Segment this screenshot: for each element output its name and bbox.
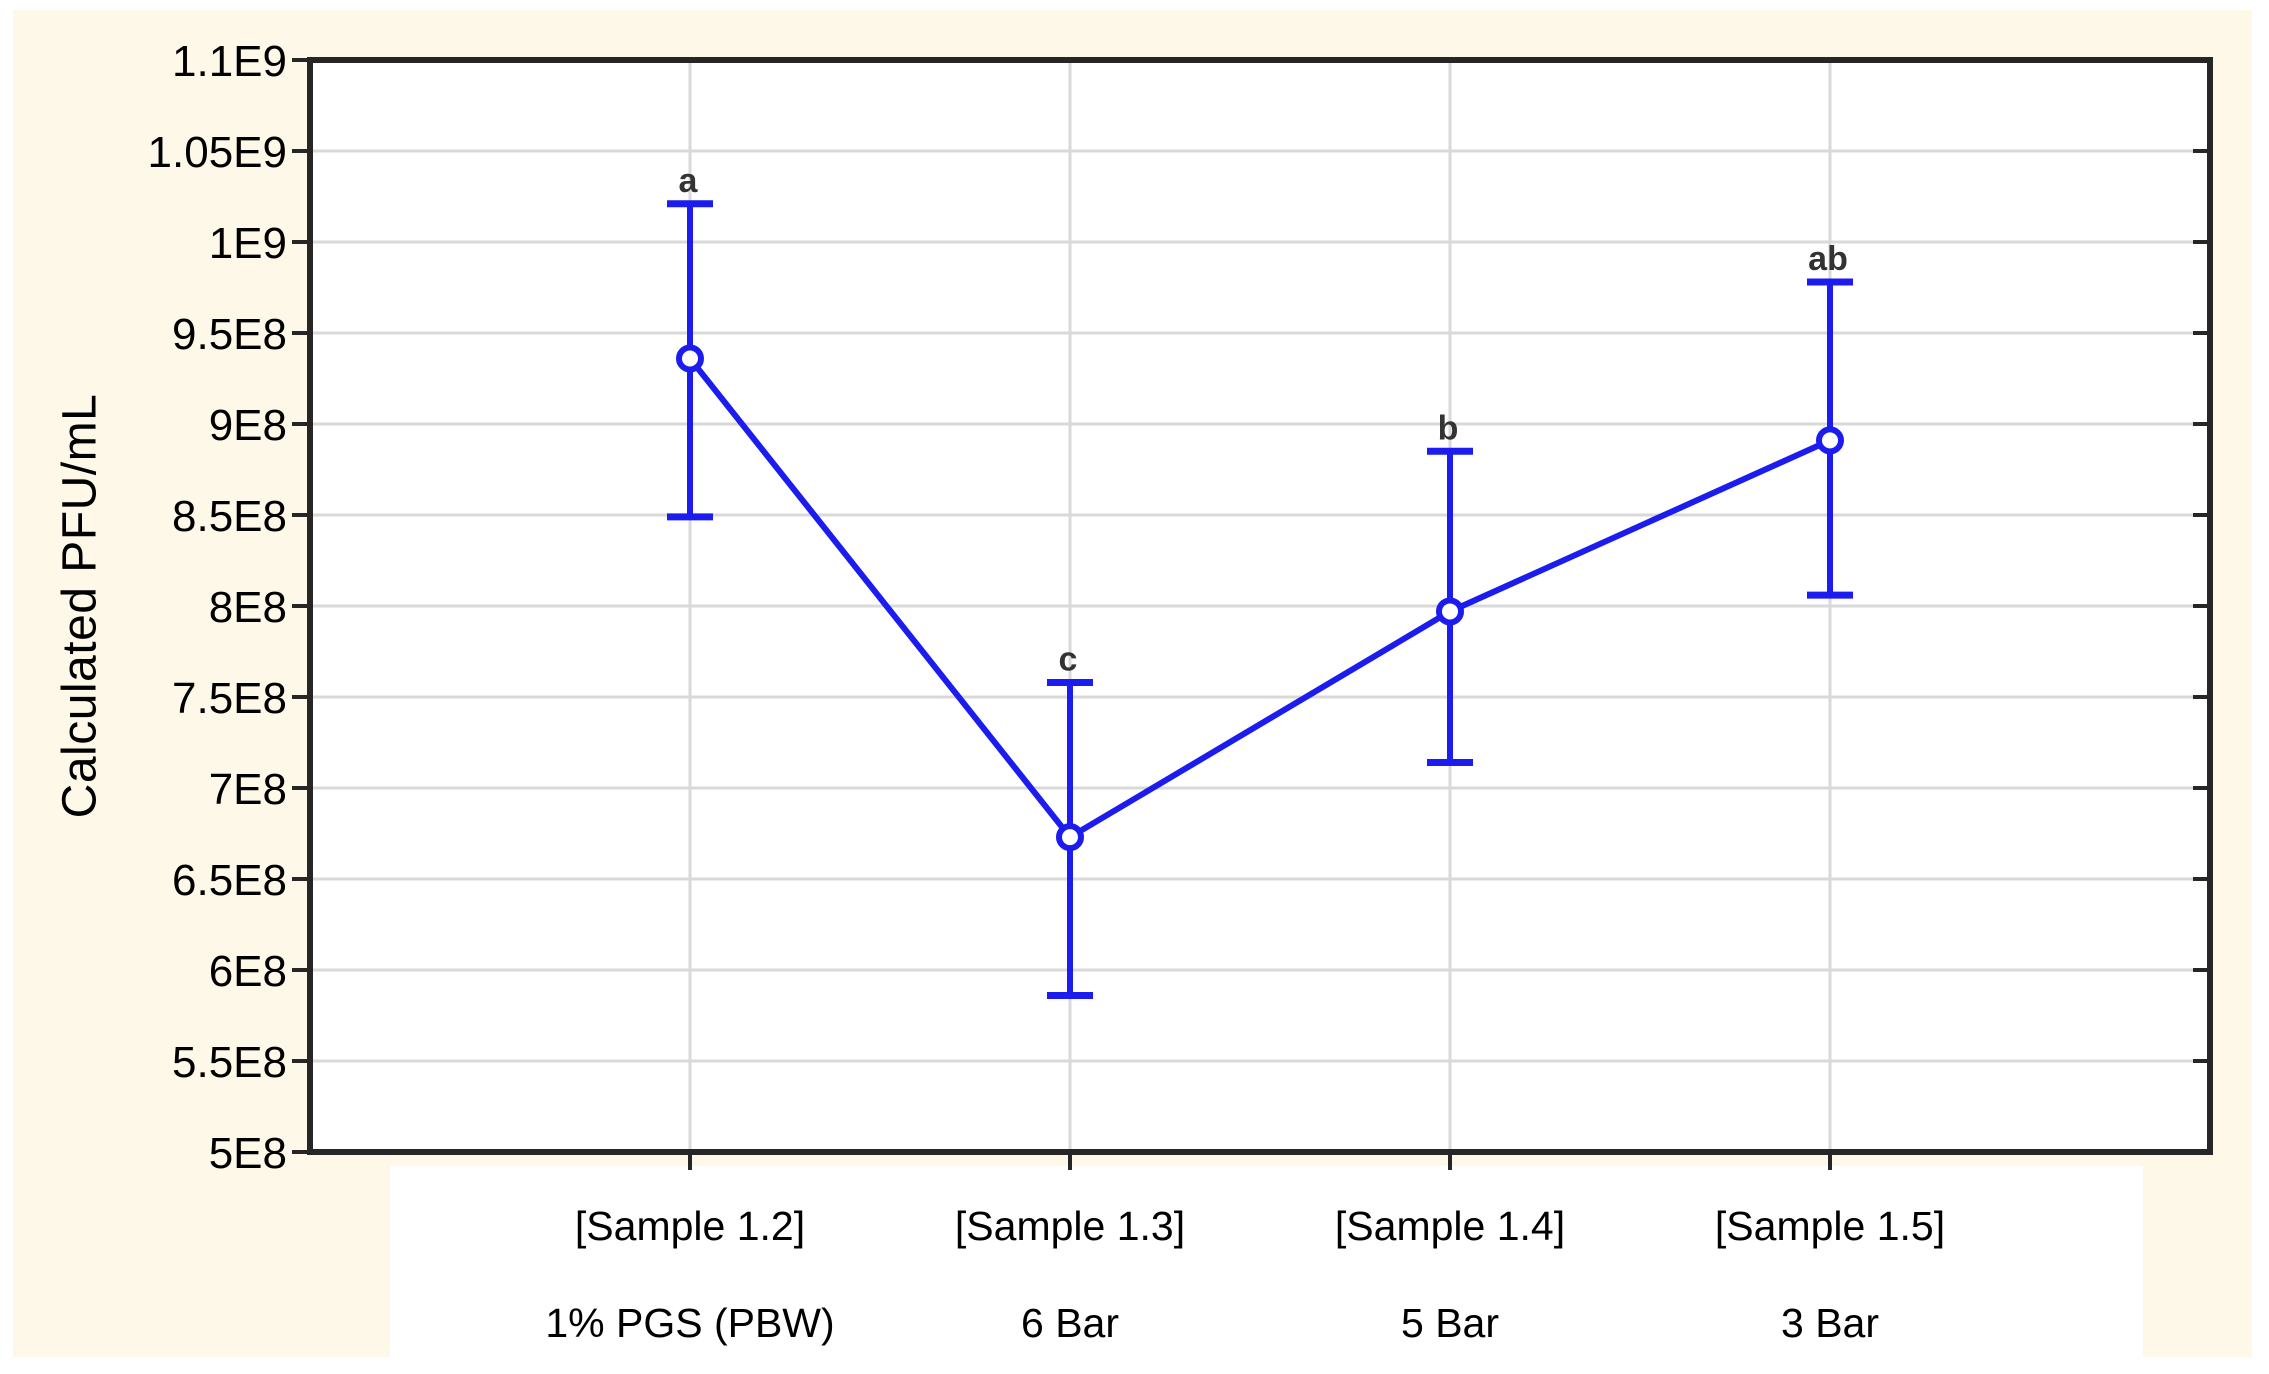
x-condition-label: 1% PGS (PBW): [545, 1300, 834, 1346]
y-tick-label: 7E8: [209, 765, 287, 814]
y-tick-label: 5.5E8: [172, 1038, 287, 1087]
x-condition-label: 5 Bar: [1401, 1300, 1499, 1346]
y-tick-label: 8E8: [209, 583, 287, 632]
y-tick-label: 9.5E8: [172, 310, 287, 359]
y-tick-label: 8.5E8: [172, 492, 287, 541]
x-category-label: [Sample 1.5]: [1715, 1203, 1945, 1249]
x-condition-label: 3 Bar: [1781, 1300, 1879, 1346]
data-point-marker: [1436, 597, 1464, 626]
y-tick-label: 6E8: [209, 947, 287, 996]
series-line: [687, 356, 1832, 842]
x-axis-label-strip: [390, 1166, 2143, 1374]
y-tick-label: 9E8: [209, 401, 287, 450]
significance-letter: ab: [1808, 240, 1848, 278]
significance-letter: a: [679, 162, 699, 200]
x-category-label: [Sample 1.4]: [1335, 1203, 1565, 1249]
data-point-marker: [1816, 426, 1844, 455]
y-tick-label: 6.5E8: [172, 856, 287, 905]
data-point-marker: [1056, 823, 1084, 852]
y-tick-label: 1E9: [209, 219, 287, 268]
significance-letter: b: [1438, 409, 1459, 447]
x-category-label: [Sample 1.2]: [575, 1203, 805, 1249]
x-category-label: [Sample 1.3]: [955, 1203, 1185, 1249]
significance-letter: c: [1059, 640, 1078, 678]
data-point-marker: [676, 344, 704, 373]
plot-frame: [307, 57, 2213, 1155]
y-tick-label: 1.1E9: [172, 37, 287, 86]
x-condition-label: 6 Bar: [1021, 1300, 1119, 1346]
y-tick-label: 7.5E8: [172, 674, 287, 723]
y-tick-label: 5E8: [209, 1129, 287, 1178]
y-tick-label: 1.05E9: [148, 128, 287, 177]
